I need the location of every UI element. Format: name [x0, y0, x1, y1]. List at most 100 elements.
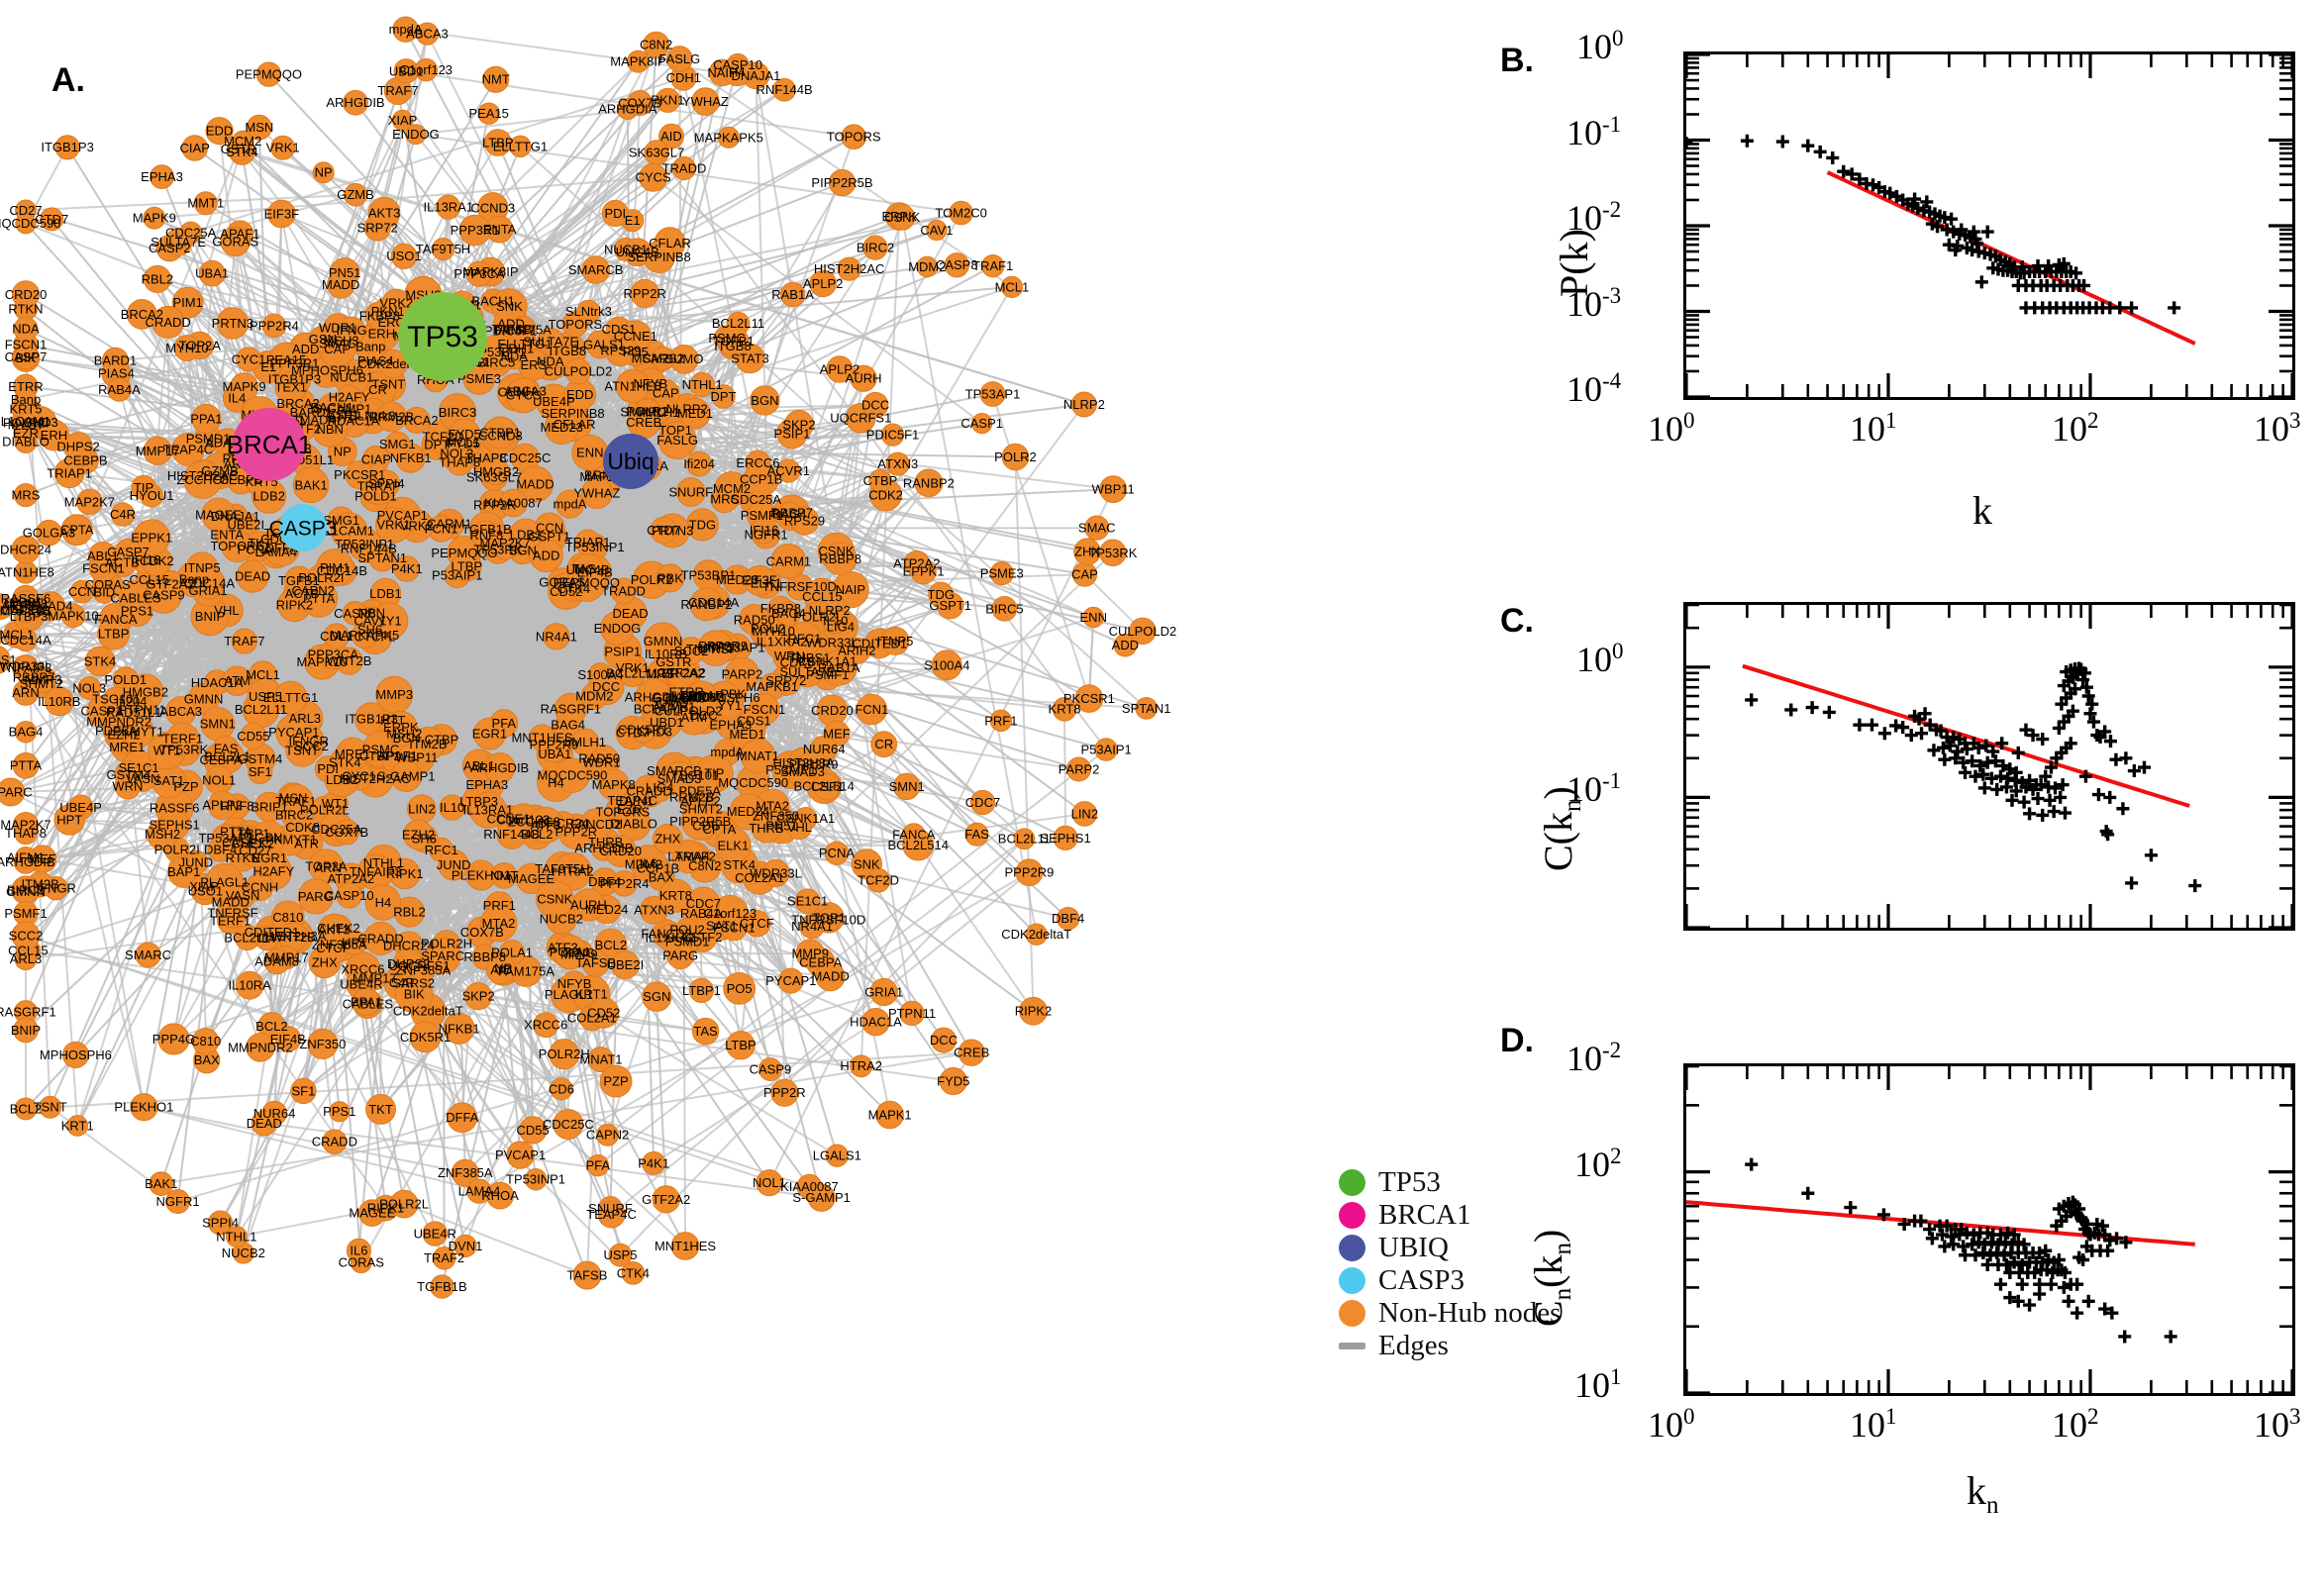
- network-node-label: CCN: [68, 584, 96, 599]
- network-node-label: TP53AP1: [965, 386, 1021, 401]
- network-node-label: MAPK9: [222, 379, 265, 394]
- network-node[interactable]: [611, 870, 638, 897]
- network-node-label: CREB: [954, 1046, 989, 1060]
- xtick-label: 100: [1648, 1404, 1695, 1445]
- xtick-label: 101: [1850, 408, 1897, 449]
- network-node-label: CSF1: [811, 779, 844, 794]
- network-node-label: EPPK1: [131, 530, 172, 545]
- network-node-label: RAD50: [734, 612, 775, 627]
- network-node-label: CDC7: [965, 795, 1000, 810]
- network-node-label: HYOU1: [130, 488, 174, 503]
- network-node[interactable]: [464, 982, 493, 1011]
- network-node[interactable]: [619, 659, 647, 688]
- network-node-label: VRK1: [376, 518, 410, 533]
- network-node[interactable]: [230, 372, 258, 402]
- network-node-label: TRAF2: [424, 1250, 464, 1265]
- network-node-label: EDD: [566, 387, 593, 402]
- network-node[interactable]: [240, 722, 267, 749]
- network-node[interactable]: [451, 550, 482, 582]
- scatter-markers: [1745, 661, 2202, 893]
- network-node-label: PPA1: [190, 411, 222, 426]
- network-node[interactable]: [597, 768, 630, 801]
- network-node-label: APLP2: [820, 361, 859, 376]
- network-node-label: NTHL1: [216, 1229, 256, 1244]
- network-node[interactable]: [469, 791, 507, 829]
- network-node-label: PRF1: [483, 898, 516, 913]
- network-node[interactable]: [121, 595, 153, 627]
- network-node-label: CDK2deltaT: [393, 1004, 463, 1019]
- network-node-label: ZHX: [1074, 545, 1100, 559]
- network-node-label: DIABLO: [2, 435, 50, 449]
- network-node-label: PLEKHO1: [114, 1100, 173, 1115]
- network-node[interactable]: [351, 622, 378, 648]
- network-node-label: POLA1: [491, 946, 533, 960]
- network-node[interactable]: [297, 878, 334, 915]
- network-node-label: MRE1: [335, 747, 370, 761]
- network-node-label: GORAS: [212, 234, 258, 249]
- network-node-label: PDE5A: [95, 723, 138, 738]
- network-node-label: USO1: [386, 249, 421, 263]
- network-node-label: FAS: [964, 827, 989, 842]
- legend-swatch-casp3: [1339, 1267, 1365, 1294]
- network-node-label: SEPHS1: [1040, 831, 1090, 846]
- network-node-label: MMPNDR2: [228, 1040, 293, 1054]
- network-node-label: LGALS1: [813, 1148, 861, 1163]
- network-node[interactable]: [231, 628, 257, 654]
- network-node[interactable]: [438, 848, 469, 881]
- scatter-markers: [1745, 1157, 2177, 1344]
- network-node-label: BIRC5: [985, 601, 1023, 616]
- network-node-label: POLA1: [550, 945, 591, 959]
- network-node-label: FAM175A: [495, 322, 552, 337]
- network-node-label: BNIP: [195, 609, 225, 624]
- network-node-label: EIF3F: [742, 573, 776, 588]
- network-node-label: YWHAZ: [682, 94, 729, 109]
- network-node-label: PARP2: [1059, 761, 1100, 776]
- network-node-label: CDC14B: [0, 603, 50, 618]
- network-node-label: POLR2L: [379, 1197, 429, 1212]
- network-node-label: SLNtrk3: [565, 304, 612, 319]
- network-node-label: PPP3CA: [454, 266, 505, 281]
- network-node[interactable]: [689, 587, 724, 622]
- network-node-label: IL4: [257, 931, 275, 946]
- network-node[interactable]: [191, 403, 222, 434]
- network-node[interactable]: [775, 601, 802, 627]
- network-node-label: PSIP1: [604, 644, 641, 658]
- network-node[interactable]: [133, 519, 170, 556]
- network-node[interactable]: [744, 564, 775, 596]
- panel-d-axes-frame: [1683, 1063, 2295, 1396]
- network-node[interactable]: [516, 465, 555, 503]
- network-node-label: PPS1: [121, 603, 153, 618]
- network-node-label: LIN2: [408, 802, 435, 817]
- ytick-label: 10-1: [1566, 111, 1622, 152]
- network-node-label: TKT: [368, 1102, 393, 1117]
- network-node-label: GSN: [309, 332, 337, 347]
- network-node[interactable]: [543, 623, 570, 650]
- legend-label-casp3: CASP3: [1378, 1264, 1465, 1296]
- hub-node-label-ubiq: Ubiq: [607, 449, 654, 474]
- network-node-label: CTBP1: [479, 425, 521, 440]
- network-node[interactable]: [740, 738, 776, 774]
- network-node-label: PPP3R1: [451, 223, 500, 238]
- network-node[interactable]: [363, 921, 398, 955]
- network-node-label: MAPK8IP: [610, 54, 665, 69]
- network-node-label: TSNT: [285, 743, 319, 757]
- network-node[interactable]: [554, 692, 587, 726]
- network-node[interactable]: [486, 954, 517, 985]
- network-node[interactable]: [345, 460, 374, 490]
- network-node-label: SMAC: [1078, 521, 1116, 536]
- network-node[interactable]: [317, 913, 351, 947]
- network-node-label: SEPHS1: [149, 818, 199, 833]
- network-node-label: PLEKHO1: [452, 867, 511, 882]
- network-node-label: TP53INP1: [335, 537, 394, 551]
- network-node-label: CDL1: [320, 629, 353, 644]
- network-node-label: SRP72: [357, 220, 398, 235]
- network-node-label: CSNK: [884, 210, 920, 225]
- ytick-label: 102: [1574, 1143, 1622, 1184]
- network-node-label: PEA15: [468, 106, 508, 121]
- network-node[interactable]: [248, 758, 273, 785]
- network-node-label: MNAT1: [579, 1052, 622, 1067]
- network-node-label: EIF3F: [264, 206, 299, 221]
- network-node-label: LIN2: [1071, 806, 1098, 821]
- network-node-label: NMT: [482, 72, 510, 87]
- network-node-label: PDIC5F1: [866, 428, 919, 443]
